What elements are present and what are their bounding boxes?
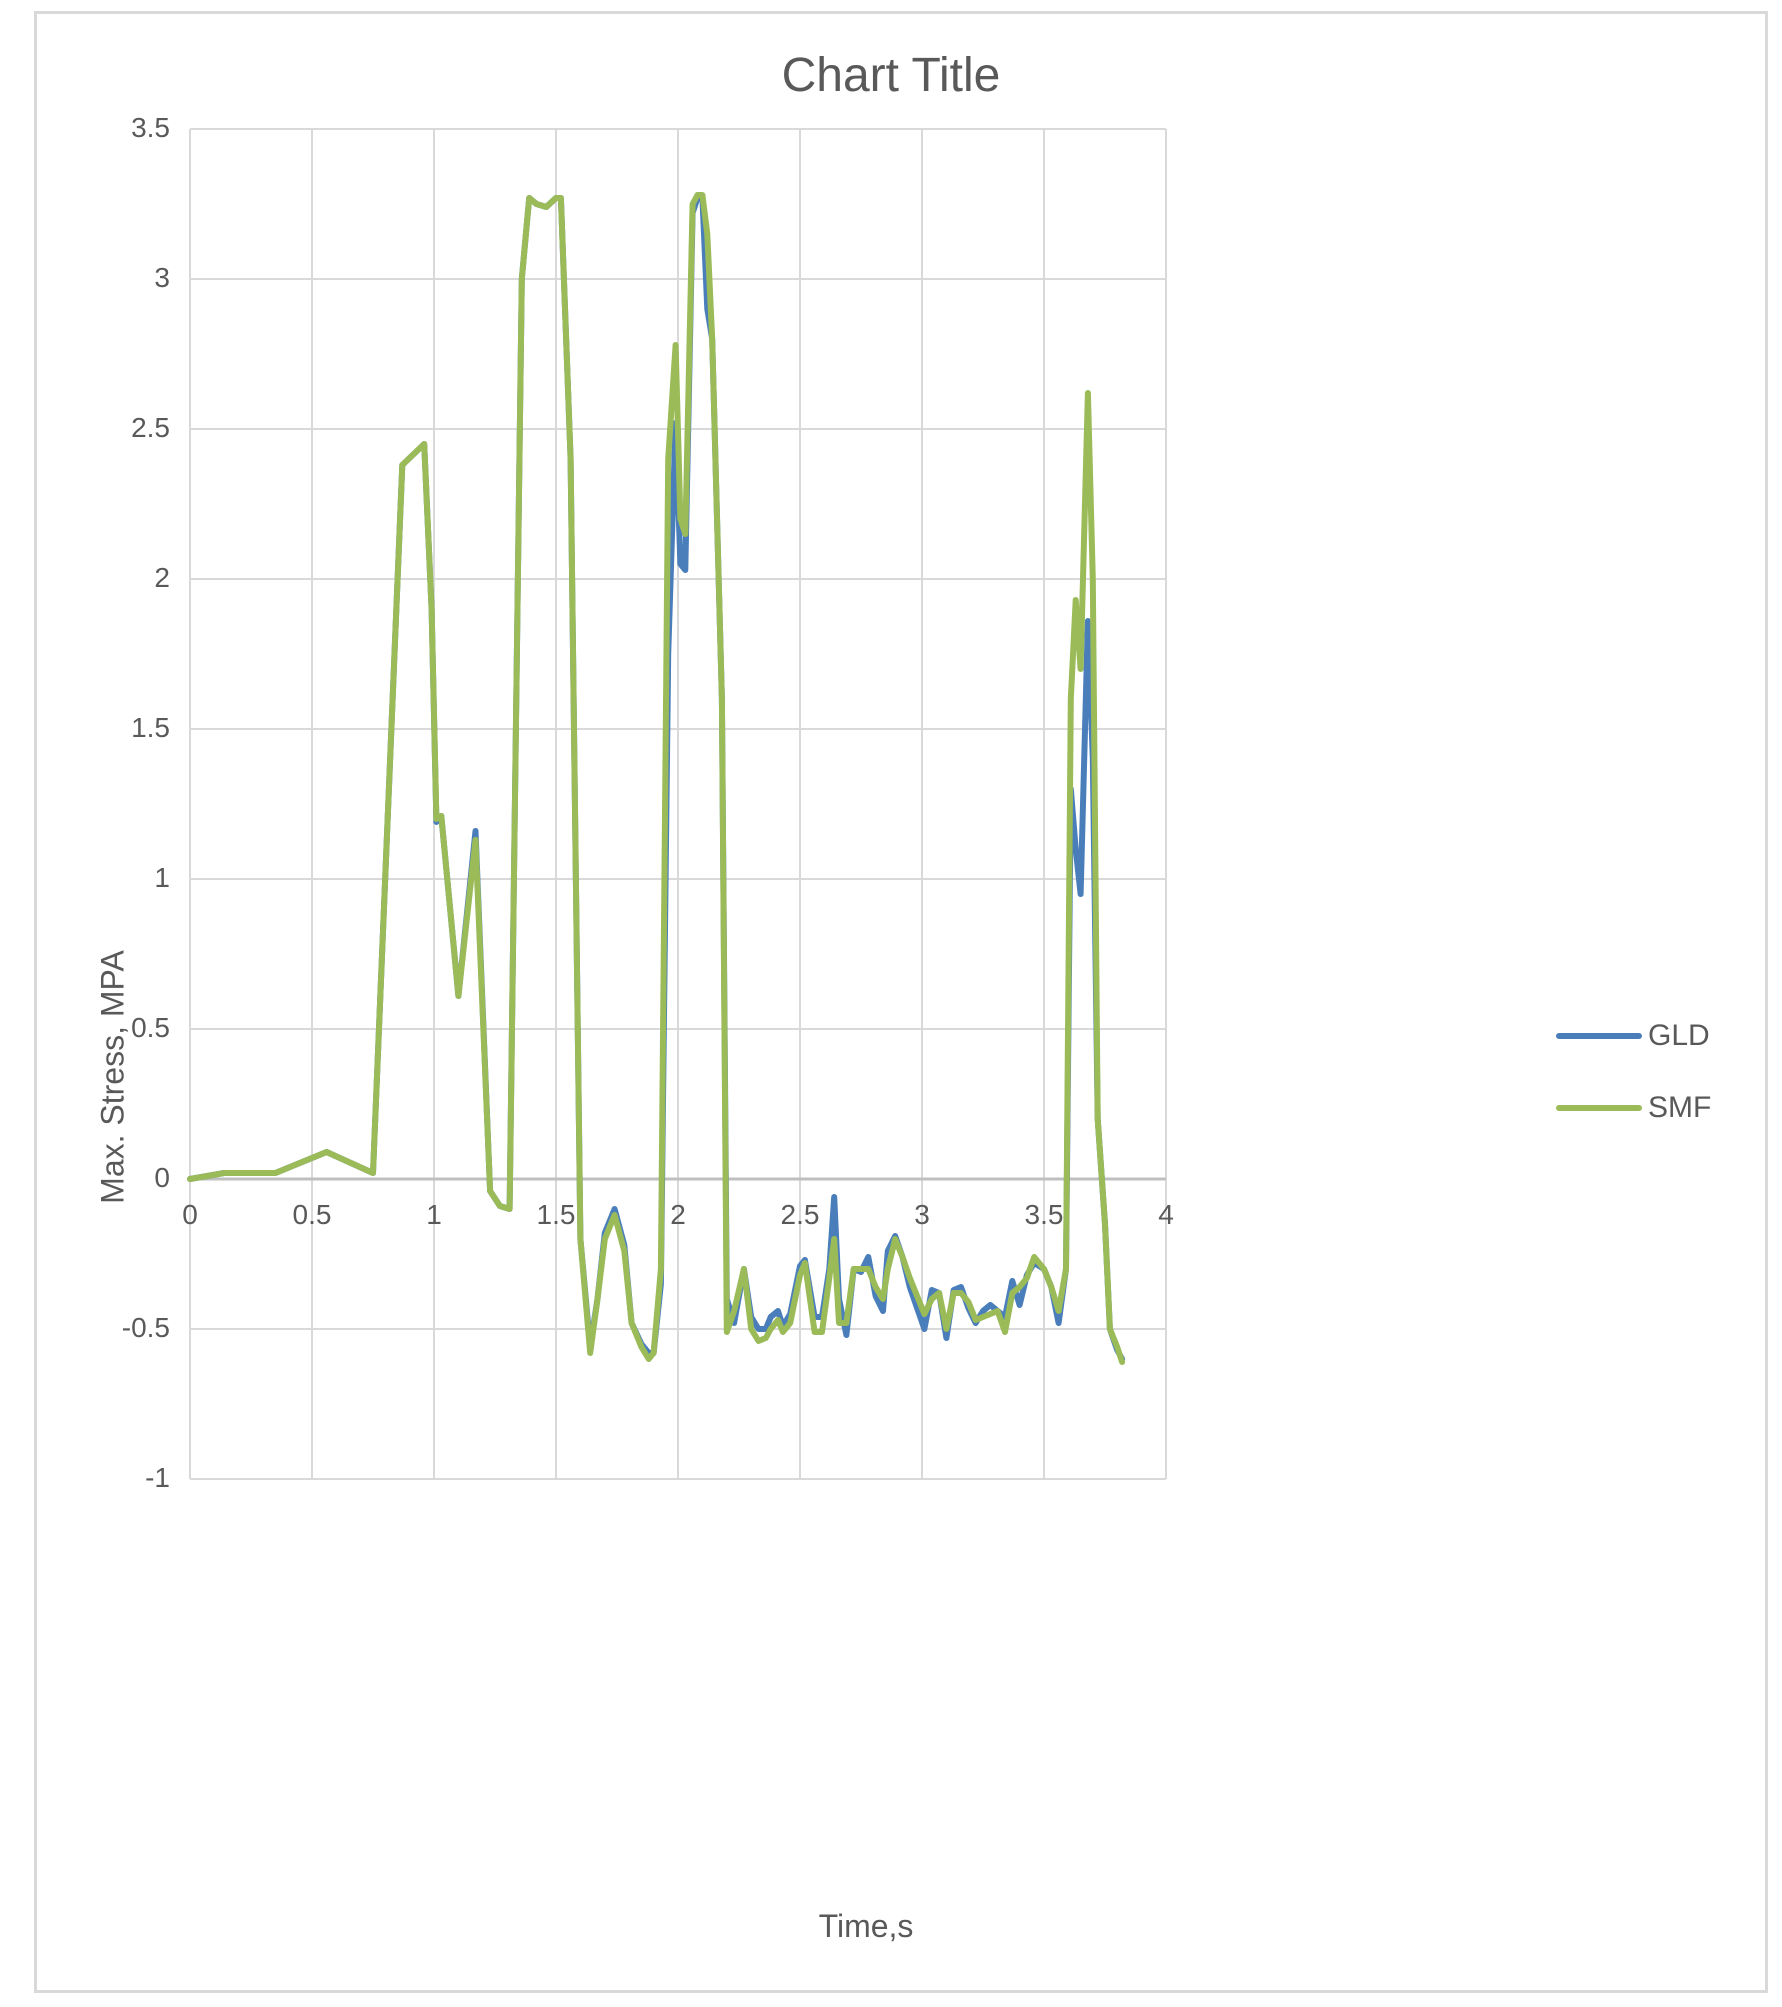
- y-tick-label: 2: [154, 562, 170, 593]
- legend-item-gld: GLD: [1556, 1000, 1711, 1072]
- smf-line-swatch-icon: [1556, 1105, 1642, 1111]
- legend-item-smf: SMF: [1556, 1072, 1711, 1144]
- y-axis-title: Max. Stress, MPA: [94, 950, 131, 1204]
- x-tick-label: 3.5: [1024, 1199, 1064, 1230]
- legend-label: GLD: [1648, 1019, 1710, 1052]
- x-tick-label: 1: [426, 1199, 442, 1230]
- y-tick-label: -0.5: [121, 1312, 170, 1343]
- y-tick-label: 2.5: [131, 412, 170, 443]
- x-tick-label: 4: [1158, 1199, 1174, 1230]
- y-tick-label: 3: [154, 262, 170, 293]
- y-tick-label: 0.5: [131, 1012, 170, 1043]
- x-tick-label: 1.5: [536, 1199, 576, 1230]
- y-tick-label: 1: [154, 862, 170, 893]
- x-tick-label: 0: [182, 1199, 198, 1230]
- series-line-gld: [187, 195, 1126, 1362]
- x-tick-label: 3: [914, 1199, 930, 1230]
- x-tick-label: 0.5: [292, 1199, 332, 1230]
- chart-title: Chart Title: [781, 49, 1001, 102]
- series-line-smf: [187, 192, 1126, 1365]
- chart-area: [34, 11, 1768, 1993]
- y-tick-label: -1: [145, 1462, 170, 1493]
- y-tick-label: 1.5: [131, 712, 170, 743]
- legend-label: SMF: [1648, 1091, 1712, 1124]
- legend: GLD SMF: [1556, 1000, 1711, 1144]
- y-tick-label: 3.5: [131, 112, 170, 143]
- x-tick-label: 2.5: [780, 1199, 820, 1230]
- x-tick-label: 2: [670, 1199, 686, 1230]
- gld-line-swatch-icon: [1556, 1033, 1642, 1039]
- x-axis-title: Time,s: [818, 1908, 914, 1944]
- y-tick-label: 0: [154, 1162, 170, 1193]
